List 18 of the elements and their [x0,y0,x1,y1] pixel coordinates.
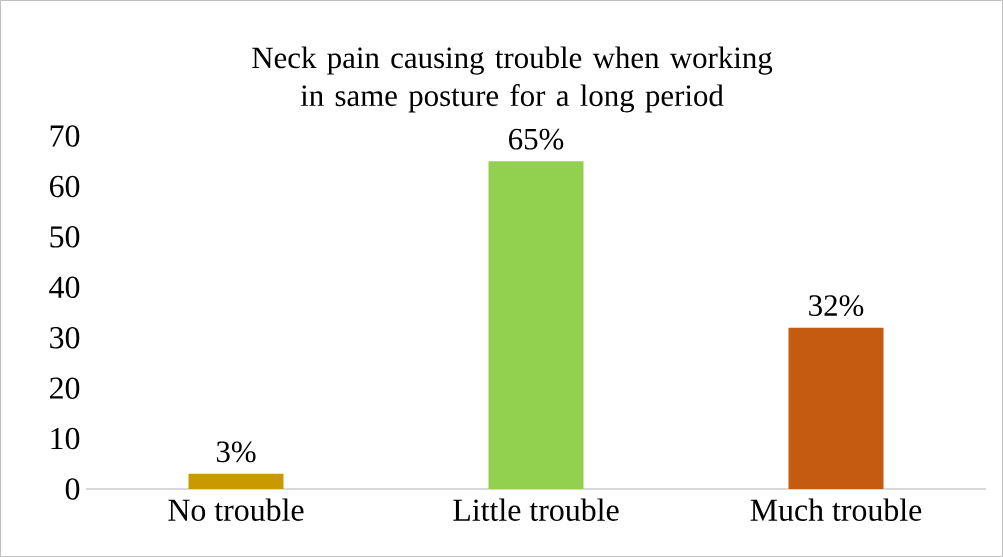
x-tick-label: Little trouble [453,498,619,521]
y-tick-label: 0 [65,478,80,500]
data-label: 3% [216,441,256,463]
y-tick-label: 60 [49,175,80,198]
bar [788,327,884,489]
x-tick-label: Much trouble [750,498,922,521]
y-tick-label: 30 [50,326,80,349]
x-tick-label: No trouble [168,498,304,521]
y-tick-label: 10 [51,427,80,450]
y-tick-label: 50 [50,226,80,248]
bar [188,473,284,489]
bar [488,161,584,489]
y-tick-label: 20 [50,377,80,399]
data-label: 65% [509,128,564,150]
y-tick-label: 40 [49,276,80,299]
y-tick-label: 70 [50,125,80,147]
data-label: 32% [809,295,864,317]
chart-title: Neck pain causing trouble when working in same posture for a long period [252,46,773,113]
